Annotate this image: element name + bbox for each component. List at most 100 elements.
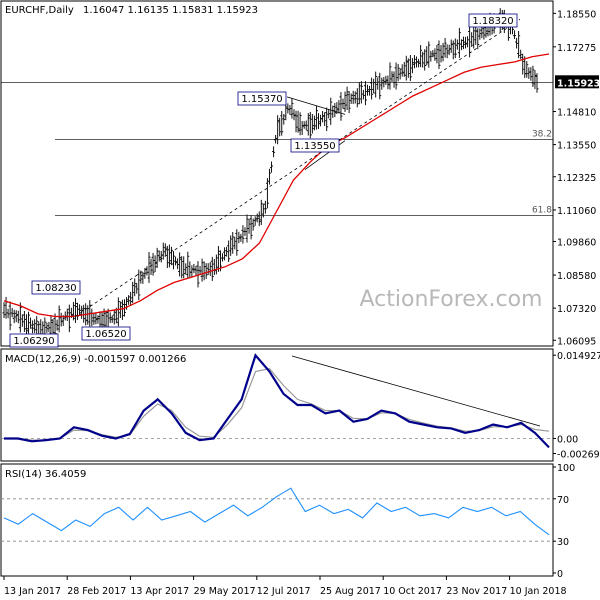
price-axis-tick-label: 1.09860 — [557, 237, 596, 248]
macd-line — [4, 353, 550, 449]
ohlc-bar — [412, 55, 416, 69]
ohlc-bar — [165, 245, 169, 268]
ohlc-bar — [116, 297, 120, 327]
ohlc-bar — [400, 64, 404, 77]
ohlc-bar — [282, 114, 286, 125]
ohlc-bar — [141, 271, 145, 284]
rsi-panel-frame — [0, 463, 554, 577]
ohlc-readout: 1.16047 1.16135 1.15831 1.15923 — [83, 5, 258, 16]
ohlc-bar — [417, 58, 421, 68]
ohlc-bar — [433, 48, 437, 61]
ohlc-bar — [525, 61, 529, 78]
ohlc-bar — [2, 302, 6, 319]
ohlc-bar — [16, 310, 20, 324]
ohlc-bar — [229, 235, 233, 256]
ohlc-bar — [276, 115, 280, 145]
ohlc-bar — [398, 68, 402, 80]
ohlc-bar — [363, 81, 367, 106]
ohlc-bar — [51, 318, 55, 337]
ohlc-bar — [180, 256, 184, 279]
ohlc-bar — [57, 305, 61, 333]
ohlc-bar — [392, 71, 396, 88]
level-annotation: 1.06290 — [9, 333, 59, 348]
ohlc-bar — [186, 251, 190, 278]
x-axis-tick-label: 25 Aug 2017 — [320, 586, 381, 597]
level-annotation: 1.18320 — [468, 13, 518, 28]
ohlc-bar — [372, 78, 376, 94]
ohlc-bar — [323, 112, 327, 126]
ohlc-bar — [382, 76, 386, 88]
ohlc-bar — [216, 246, 220, 272]
ohlc-bar — [112, 310, 116, 325]
macd-axis-tick-label: 0.00 — [557, 434, 578, 445]
ohlc-bar — [421, 51, 425, 68]
ohlc-bar — [435, 44, 439, 64]
ohlc-bar — [325, 107, 329, 132]
ohlc-bar — [182, 256, 186, 279]
ohlc-bar — [96, 315, 100, 324]
ohlc-bar — [235, 229, 239, 256]
ohlc-bar — [100, 311, 104, 330]
ohlc-bar — [178, 252, 182, 277]
ohlc-bar — [237, 231, 241, 244]
x-axis-tick-label: 13 Jan 2017 — [4, 586, 61, 597]
ohlc-bar — [33, 319, 37, 333]
macd-trendline — [291, 355, 541, 427]
ohlc-bar — [347, 91, 351, 114]
rsi-label: RSI(14) 36.4059 — [5, 469, 86, 480]
ohlc-bar — [251, 218, 255, 231]
triangle-upper-line — [286, 96, 346, 115]
ohlc-bar — [22, 311, 26, 332]
ohlc-bar — [110, 315, 114, 323]
current-price-label: 1.15923 — [557, 78, 600, 89]
ohlc-bar — [368, 85, 372, 96]
ohlc-bar — [351, 90, 355, 104]
ohlc-bar — [388, 62, 392, 90]
macd-axis-tick-label: 0.014927 — [557, 351, 600, 362]
x-axis-tick-label: 23 Nov 2017 — [446, 586, 507, 597]
ohlc-bar — [8, 301, 12, 331]
ohlc-bar — [459, 39, 463, 51]
ohlc-bar — [521, 53, 525, 75]
ohlc-bar — [355, 88, 359, 108]
ohlc-bar — [357, 82, 361, 105]
ohlc-bar — [312, 115, 316, 131]
ohlc-bar — [308, 111, 312, 139]
ohlc-bar — [423, 49, 427, 71]
ohlc-bar — [466, 36, 470, 48]
ohlc-bar — [227, 240, 231, 263]
ohlc-bar — [78, 304, 82, 316]
ohlc-bar — [327, 109, 331, 119]
level-annotation-box — [237, 91, 287, 106]
price-axis-tick-label: 1.17275 — [557, 43, 596, 54]
ohlc-bar — [163, 243, 167, 256]
ohlc-bar — [337, 100, 341, 114]
ohlc-bar — [161, 242, 165, 260]
ohlc-bar — [427, 41, 431, 68]
ohlc-bar — [298, 112, 302, 136]
ohlc-bar — [133, 278, 137, 297]
level-annotation-label: 1.08230 — [35, 283, 76, 294]
ohlc-bar — [6, 308, 10, 319]
ohlc-bar — [378, 72, 382, 100]
ohlc-bar — [449, 39, 453, 53]
ohlc-bar — [149, 258, 153, 275]
ohlc-bar — [431, 50, 435, 58]
ohlc-bar — [533, 70, 537, 90]
ohlc-bar — [255, 213, 259, 223]
ohlc-bar — [535, 73, 539, 93]
ohlc-bar — [239, 233, 243, 242]
moving-average-line — [3, 53, 550, 318]
current-price-badge — [555, 75, 599, 89]
level-annotation: 1.06520 — [81, 326, 131, 341]
rsi-layer — [1, 487, 553, 542]
ohlc-bar — [71, 301, 75, 321]
ohlc-bar — [316, 113, 320, 129]
ohlc-bar — [527, 67, 531, 79]
x-axis-tick-label: 10 Oct 2017 — [383, 586, 442, 597]
ohlc-bar — [223, 247, 227, 261]
ohlc-bar — [294, 110, 298, 133]
ohlc-bar — [35, 316, 39, 334]
ohlc-bar — [184, 263, 188, 275]
